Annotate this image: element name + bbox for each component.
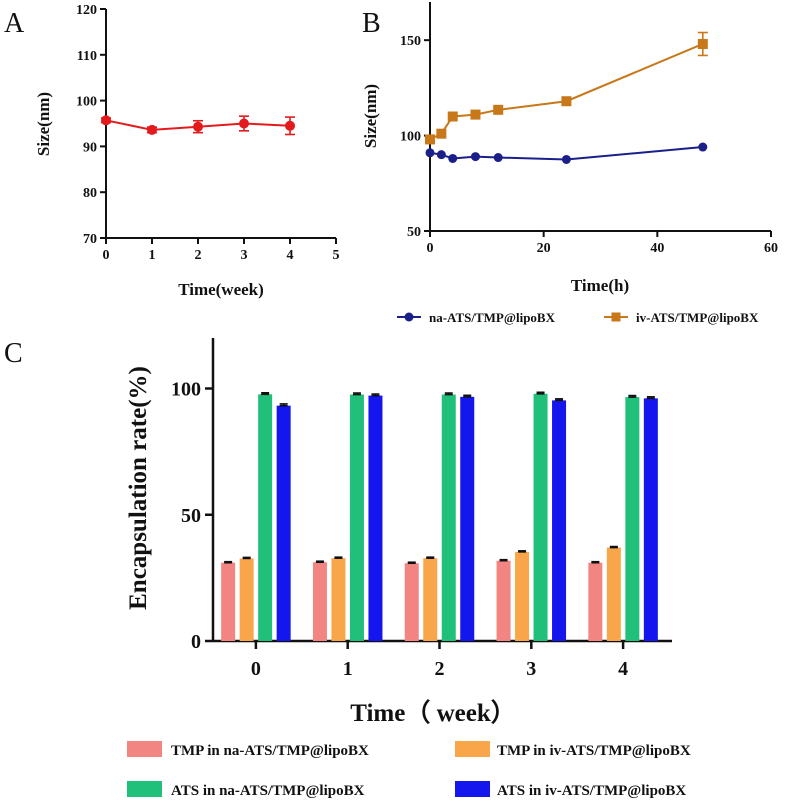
panel-label-b: B (362, 8, 381, 39)
panel-c-bar (533, 393, 548, 641)
panel-b-xlabel: Time(h) (571, 276, 629, 295)
panel-a-xlabel: Time(week) (178, 280, 264, 299)
panel-c-chart: Encapsulation rate(%) Time（ week） TMP in… (125, 338, 691, 799)
panel-c-bar (460, 396, 475, 641)
panel-a-x-tick-label: 3 (241, 248, 248, 263)
panel-b-point-square (697, 38, 708, 49)
panel-c-x-tick-label: 0 (251, 658, 261, 680)
legend-label-ats-na: ATS in na-ATS/TMP@lipoBX (171, 783, 365, 799)
legend-label-iv: iv-ATS/TMP@lipoBX (636, 310, 759, 325)
panel-b-x-tick-label: 60 (764, 241, 778, 256)
panel-a-y-tick-label: 80 (83, 186, 97, 201)
legend-marker-na (404, 312, 414, 322)
panel-c-bar (276, 405, 291, 641)
panel-c-bar (625, 397, 640, 641)
panel-b-point-circle (470, 152, 480, 162)
panel-b-point-circle (448, 153, 458, 163)
legend-label-na: na-ATS/TMP@lipoBX (429, 310, 556, 325)
panel-b-x-tick-label: 0 (427, 241, 434, 256)
legend-label-ats-iv: ATS in iv-ATS/TMP@lipoBX (497, 783, 686, 799)
panel-a-point (101, 115, 111, 126)
panel-c-bar (331, 558, 346, 641)
panel-a-point (193, 121, 203, 132)
panel-c-bar (441, 394, 456, 641)
panel-b-point-circle (561, 154, 571, 164)
legend-swatch-ats-na (127, 781, 162, 797)
panel-c-bar (349, 394, 364, 641)
panel-a-x-tick-label: 0 (103, 248, 110, 263)
legend-swatch-tmp-iv (455, 741, 490, 757)
panel-c-y-tick-label: 100 (171, 379, 201, 401)
panel-c-bar (404, 563, 419, 641)
panel-c-bar (515, 551, 530, 641)
legend-marker-iv (611, 312, 621, 322)
panel-c-y-tick-label: 50 (181, 505, 201, 527)
panel-b-point-square (425, 134, 435, 145)
panel-label-c: C (4, 338, 23, 369)
legend-swatch-ats-iv (455, 781, 490, 797)
panel-c-y-tick-label: 0 (191, 631, 201, 653)
panel-a-point (239, 118, 249, 129)
panel-c-x-tick-label: 2 (435, 658, 445, 680)
panel-b-y-tick-label: 100 (400, 130, 421, 145)
panel-c-bar (496, 560, 511, 641)
panel-b-point-circle (436, 150, 446, 160)
panel-a-point (147, 124, 157, 135)
panel-c-bar (588, 562, 603, 641)
panel-a-y-tick-label: 110 (77, 49, 97, 64)
panel-b-point-circle (425, 148, 435, 158)
panel-c-bar (239, 558, 254, 641)
panel-c-x-tick-label: 4 (618, 658, 628, 680)
panel-b-chart: Size(nm) Time(h) na-ATS/TMP@lipoBX iv-AT… (361, 2, 778, 325)
panel-a-x-tick-label: 1 (149, 248, 156, 263)
panel-c-x-tick-label: 1 (343, 658, 353, 680)
panel-b-x-tick-label: 40 (650, 241, 664, 256)
panel-c-xlabel: Time（ week） (350, 698, 516, 727)
panel-c-bar (312, 562, 327, 641)
panel-c-x-tick-label: 3 (526, 658, 536, 680)
panel-c-bar (368, 395, 383, 641)
panel-a-ylabel: Size(nm) (34, 92, 53, 156)
panel-c-bar (606, 547, 621, 641)
panel-b-x-tick-label: 20 (537, 241, 551, 256)
panel-b-point-circle (698, 142, 708, 152)
panel-c-ylabel: Encapsulation rate(%) (125, 366, 152, 610)
panel-b-legend: na-ATS/TMP@lipoBX iv-ATS/TMP@lipoBX (397, 310, 759, 325)
panel-a-x-tick-label: 4 (287, 248, 294, 263)
panel-c-bar (258, 394, 273, 641)
panel-b-series-line-1 (429, 43, 704, 141)
panel-b-point-circle (493, 153, 503, 163)
legend-label-tmp-iv: TMP in iv-ATS/TMP@lipoBX (497, 743, 691, 759)
panel-a-y-tick-label: 120 (76, 3, 97, 18)
panel-b-point-square (561, 96, 572, 107)
legend-label-tmp-na: TMP in na-ATS/TMP@lipoBX (171, 743, 369, 759)
legend-swatch-tmp-na (127, 741, 162, 757)
panel-c-bar (423, 558, 438, 641)
panel-a-y-tick-label: 100 (76, 95, 97, 110)
panel-c-bar (552, 400, 567, 641)
panel-label-a: A (4, 8, 25, 39)
panel-a-x-tick-label: 2 (195, 248, 202, 263)
panel-b-point-square (493, 104, 504, 115)
panel-a-x-tick-label: 5 (333, 248, 340, 263)
panel-c-legend: TMP in na-ATS/TMP@lipoBX TMP in iv-ATS/T… (127, 741, 691, 799)
panel-b-ylabel: Size(nm) (361, 84, 380, 148)
panel-b-point-square (447, 111, 458, 122)
panel-c-bar (221, 562, 236, 641)
panel-b-y-tick-label: 50 (407, 225, 421, 240)
panel-a-y-tick-label: 90 (83, 140, 97, 155)
panel-b-point-square (436, 128, 447, 139)
panel-a-chart: Size(nm) Time(week) 70 80 90 100 110 120 0 1 2 3 4… (34, 3, 340, 299)
panel-a-y-tick-label: 70 (83, 232, 97, 247)
panel-a-point (285, 120, 295, 131)
panel-b-point-square (470, 109, 481, 120)
panel-c-bar (643, 398, 658, 641)
panel-b-y-tick-label: 150 (400, 34, 421, 49)
